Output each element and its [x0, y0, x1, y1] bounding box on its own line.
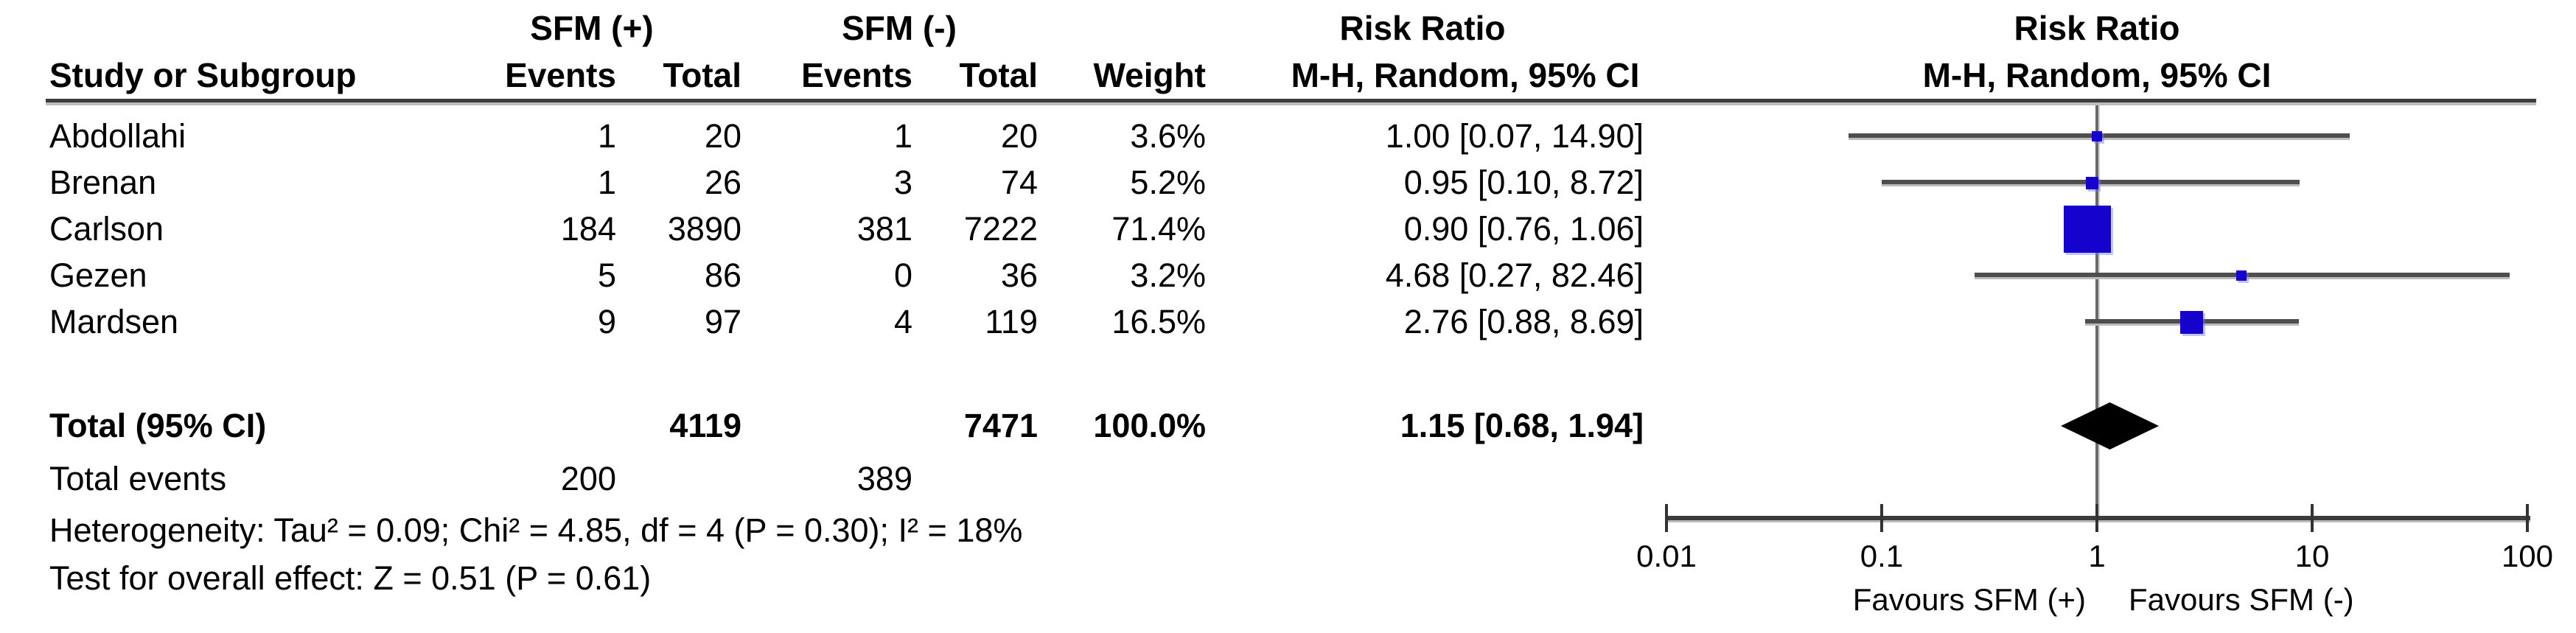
column-header-mh-table: M-H, Random, 95% CI — [1291, 56, 1640, 94]
study-name: Carlson — [49, 210, 164, 248]
events-group2-cell: 0 — [893, 256, 912, 294]
total-row-weight: 100.0% — [1093, 407, 1206, 444]
estimate-ci-cell: 1.00 [0.07, 14.90] — [1385, 117, 1644, 155]
effect-point-marker — [2063, 206, 2111, 253]
column-header-total-1: Total — [663, 56, 741, 94]
axis-tick-label: 0.01 — [1636, 539, 1697, 573]
events-group2-cell: 381 — [856, 210, 912, 248]
column-header-events-1: Events — [505, 56, 616, 94]
column-header-events-2: Events — [801, 56, 912, 94]
total-group2-cell: 74 — [1000, 164, 1038, 201]
effect-point-marker — [2092, 131, 2102, 141]
column-header-weight: Weight — [1093, 56, 1206, 94]
axis-tick — [1880, 504, 1883, 532]
total-group2-cell: 20 — [1000, 117, 1038, 155]
total-group1-cell: 20 — [704, 117, 741, 155]
events-group2-cell: 4 — [893, 303, 912, 340]
null-effect-line — [2095, 105, 2100, 518]
total-group1-cell: 3890 — [667, 210, 741, 248]
total-group2-cell: 7222 — [963, 210, 1038, 248]
heterogeneity-stats: Heterogeneity: Tau² = 0.09; Chi² = 4.85,… — [49, 511, 1023, 549]
column-header-mh-plot: M-H, Random, 95% CI — [1922, 56, 2272, 94]
pooled-effect-diamond — [2061, 402, 2160, 450]
total-row-estimate: 1.15 [0.68, 1.94] — [1400, 407, 1644, 444]
column-header-total-2: Total — [959, 56, 1038, 94]
effect-point-marker — [2180, 310, 2204, 334]
axis-tick — [2526, 504, 2529, 532]
risk-ratio-header-table: Risk Ratio — [1339, 9, 1506, 47]
group2-header: SFM (-) — [842, 9, 957, 47]
total-events-2: 389 — [856, 460, 912, 497]
total-group2-cell: 36 — [1000, 256, 1038, 294]
estimate-ci-cell: 2.76 [0.88, 8.69] — [1403, 303, 1644, 340]
total-group1-cell: 97 — [704, 303, 741, 340]
events-group1-cell: 5 — [597, 256, 616, 294]
favours-right-label: Favours SFM (-) — [2129, 582, 2354, 617]
total-events-1: 200 — [560, 460, 616, 497]
risk-ratio-header-plot: Risk Ratio — [2014, 9, 2180, 47]
axis-tick-label: 0.1 — [1860, 539, 1904, 573]
estimate-ci-cell: 0.95 [0.10, 8.72] — [1403, 164, 1644, 201]
study-name: Brenan — [49, 164, 157, 201]
weight-cell: 5.2% — [1130, 164, 1206, 201]
study-name: Mardsen — [49, 303, 179, 340]
weight-cell: 3.2% — [1130, 256, 1206, 294]
axis-tick-label: 10 — [2294, 539, 2330, 573]
estimate-ci-cell: 0.90 [0.76, 1.06] — [1403, 210, 1644, 248]
estimate-ci-cell: 4.68 [0.27, 82.46] — [1385, 256, 1644, 294]
overall-effect-stats: Test for overall effect: Z = 0.51 (P = 0… — [49, 559, 652, 597]
total-row-total-2: 7471 — [963, 407, 1038, 444]
axis-tick-label: 100 — [2501, 539, 2554, 573]
header-rule — [46, 99, 2536, 105]
axis-tick — [2095, 504, 2098, 532]
study-name: Gezen — [49, 256, 147, 294]
total-group2-cell: 119 — [985, 303, 1038, 340]
column-header-study: Study or Subgroup — [49, 56, 357, 94]
effect-point-marker — [2085, 176, 2098, 189]
weight-cell: 3.6% — [1130, 117, 1206, 155]
favours-left-label: Favours SFM (+) — [1852, 582, 2086, 617]
total-row-total-1: 4119 — [669, 407, 741, 444]
axis-tick-label: 1 — [2088, 539, 2106, 573]
events-group2-cell: 3 — [893, 164, 912, 201]
events-group1-cell: 184 — [560, 210, 616, 248]
weight-cell: 16.5% — [1111, 303, 1206, 340]
effect-point-marker — [2235, 270, 2247, 281]
group1-header: SFM (+) — [530, 9, 654, 47]
axis-tick — [2311, 504, 2314, 532]
axis-tick — [1665, 504, 1668, 532]
total-row-label: Total (95% CI) — [49, 407, 267, 444]
weight-cell: 71.4% — [1111, 210, 1206, 248]
events-group1-cell: 1 — [597, 117, 616, 155]
events-group1-cell: 1 — [597, 164, 616, 201]
total-group1-cell: 26 — [704, 164, 741, 201]
study-name: Abdollahi — [49, 117, 186, 155]
events-group1-cell: 9 — [597, 303, 616, 340]
events-group2-cell: 1 — [893, 117, 912, 155]
total-group1-cell: 86 — [704, 256, 741, 294]
total-events-label: Total events — [49, 460, 227, 497]
